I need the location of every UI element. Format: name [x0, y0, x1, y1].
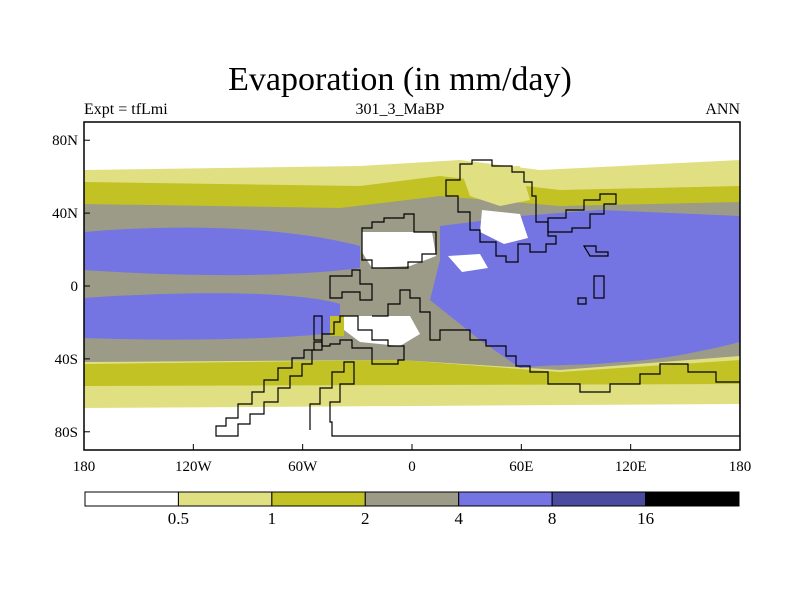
- field-dry-interior-2: [344, 316, 420, 346]
- field-land-moist-1: [460, 166, 530, 206]
- y-axis: 80N 40N 0 40S 80S: [52, 133, 90, 441]
- x-tick-label: 180: [729, 459, 752, 475]
- coastlines: [215, 159, 740, 437]
- colorbar-box: [177, 491, 273, 507]
- map-title: Evaporation (in mm/day): [228, 61, 572, 98]
- field-indo-pacific-high: [430, 210, 740, 368]
- coast-continent-f: [309, 289, 740, 437]
- coast-continent-a: [361, 213, 437, 269]
- field-south-ocean-high: [84, 293, 340, 340]
- colorbar-label: 4: [454, 509, 463, 528]
- season-label: ANN: [705, 101, 740, 118]
- colorbar-box: [645, 491, 740, 507]
- coast-island-a: [582, 245, 609, 257]
- coast-continent-c: [445, 159, 557, 263]
- colorbar-label: 16: [637, 509, 654, 528]
- coast-island-b: [593, 275, 605, 299]
- x-axis: 180 120W 60W 0 60E 120E 180: [73, 444, 752, 475]
- x-tick-label: 60W: [288, 459, 318, 475]
- field-arctic-low: [84, 122, 740, 170]
- field-dry-interior-3: [480, 210, 528, 244]
- field-land-moist-2: [330, 316, 344, 336]
- y-tick-label: 80N: [52, 133, 78, 149]
- y-tick-label: 40S: [55, 352, 78, 368]
- y-tick-label: 80S: [55, 425, 78, 441]
- contour-fields: [84, 122, 740, 450]
- colorbar-box: [84, 491, 179, 507]
- colorbar-box: [551, 491, 647, 507]
- field-antarctic-low: [84, 404, 740, 450]
- x-tick-label: 120W: [175, 459, 213, 475]
- field-dry-interior-4: [448, 254, 488, 272]
- colorbar-label: 2: [361, 509, 370, 528]
- coast-peninsula-a: [215, 341, 323, 437]
- experiment-label: Expt = tfLmi: [84, 101, 168, 118]
- colorbar-box: [271, 491, 366, 507]
- coast-continent-b: [329, 269, 373, 301]
- field-dry-interior-1: [362, 232, 436, 268]
- colorbar-box: [458, 491, 553, 507]
- colorbar-label: 0.5: [168, 509, 189, 528]
- x-tick-label: 120E: [615, 459, 647, 475]
- y-tick-label: 40N: [52, 206, 78, 222]
- coast-island-c: [577, 297, 587, 305]
- x-tick-label: 0: [408, 459, 416, 475]
- field-north-ocean-high: [84, 227, 360, 276]
- x-tick-label: 60E: [509, 459, 533, 475]
- coast-continent-e: [321, 315, 405, 365]
- y-tick-label: 0: [71, 279, 79, 295]
- colorbar-label: 8: [548, 509, 557, 528]
- colorbar-label: 1: [268, 509, 277, 528]
- coast-continent-d: [547, 193, 617, 233]
- colorbar-box: [364, 491, 460, 507]
- colorbar: 0.5 1 2 4 8 16: [84, 491, 740, 528]
- run-label: 301_3_MaBP: [355, 101, 445, 118]
- x-tick-label: 180: [73, 459, 96, 475]
- field-south-light-band: [84, 384, 740, 408]
